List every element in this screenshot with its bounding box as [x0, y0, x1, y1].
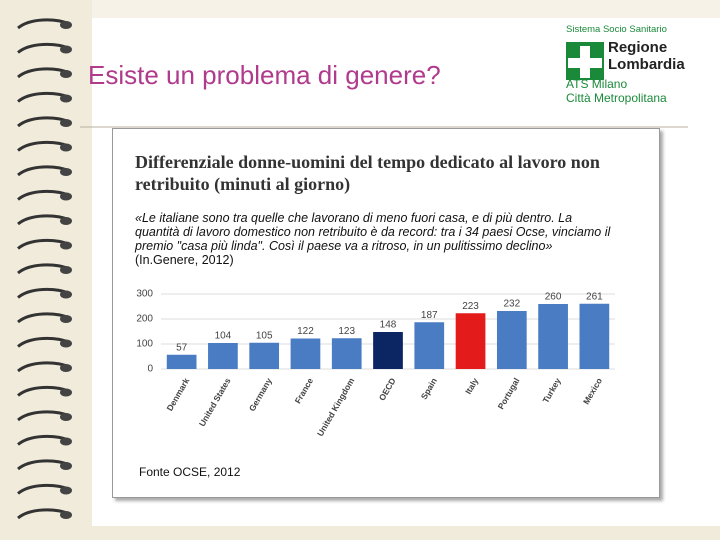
bar — [331, 338, 362, 369]
logo-text: ATS Milano — [566, 77, 628, 91]
bar — [249, 342, 280, 369]
x-tick-label: Spain — [419, 376, 439, 401]
logo-text: Città Metropolitana — [566, 91, 667, 105]
binding-hole — [60, 486, 72, 495]
x-tick-label: United Kingdom — [315, 376, 357, 438]
x-tick-label: United States — [197, 376, 233, 428]
x-tick-label: Italy — [463, 376, 480, 396]
y-tick-label: 0 — [147, 364, 153, 375]
chart-title: Differenziale donne-uomini del tempo ded… — [135, 152, 600, 194]
x-tick-label: Turkey — [540, 376, 562, 405]
chart: 0 100 200 300 57 Denmark 104 United States 105 Ge… — [136, 289, 615, 438]
binding-hole — [60, 70, 72, 78]
slide-title: Esiste un problema di genere? — [88, 60, 441, 90]
binding-hole — [60, 217, 72, 225]
binding-hole — [60, 168, 72, 176]
y-tick-label: 200 — [136, 314, 153, 325]
value-label: 148 — [380, 320, 397, 331]
bar — [579, 303, 610, 369]
binding-hole — [60, 266, 72, 274]
value-label: 232 — [503, 299, 520, 310]
value-label: 187 — [421, 310, 438, 321]
bar — [166, 354, 197, 369]
value-label: 105 — [256, 330, 273, 341]
binding-hole — [60, 94, 72, 103]
binding-hole — [60, 511, 72, 519]
bar — [373, 332, 403, 369]
value-label: 123 — [338, 326, 355, 337]
binding-hole — [60, 241, 72, 250]
x-tick-label: Germany — [247, 376, 274, 413]
binding-hole — [60, 388, 72, 397]
bar — [455, 313, 486, 369]
logo-text: Lombardia — [608, 56, 685, 73]
value-label: 104 — [215, 331, 232, 342]
y-tick-label: 300 — [136, 289, 153, 300]
logo-text: Sistema Socio Sanitario — [566, 24, 667, 35]
binding-hole — [60, 143, 72, 152]
binding-hole — [60, 21, 72, 29]
binding-hole — [60, 339, 72, 348]
binding-hole — [60, 290, 72, 299]
value-label: 122 — [297, 326, 314, 337]
x-tick-label: France — [293, 376, 316, 405]
bar — [538, 304, 568, 369]
x-tick-label: OECD — [377, 376, 398, 402]
binding-hole — [60, 192, 72, 201]
bar — [208, 343, 238, 369]
chart-panel: Differenziale donne-uomini del tempo ded… — [112, 128, 660, 498]
bar — [414, 322, 445, 369]
value-label: 260 — [545, 292, 562, 303]
binding-hole — [60, 315, 72, 323]
binding-hole — [60, 462, 72, 470]
x-tick-label: Mexico — [581, 376, 604, 406]
logo: Sistema Socio Sanitario Regione Lombardi… — [566, 24, 696, 105]
binding-hole — [60, 119, 72, 127]
binding-hole — [60, 413, 72, 421]
value-label: 261 — [586, 291, 603, 302]
binding-hole — [60, 437, 72, 446]
value-label: 223 — [462, 301, 479, 312]
bar — [290, 338, 321, 369]
binding-hole — [60, 364, 72, 372]
binding-hole — [60, 45, 72, 54]
y-tick-label: 100 — [136, 339, 153, 350]
quote-text: «Le italiane sono tra quelle che lavoran… — [135, 211, 611, 253]
quote-source: (In.Genere, 2012) — [135, 253, 234, 267]
x-tick-label: Portugal — [496, 376, 522, 411]
source: Fonte OCSE, 2012 — [139, 465, 241, 479]
bar — [496, 311, 527, 369]
value-label: 57 — [176, 342, 188, 353]
x-tick-label: Denmark — [164, 376, 191, 413]
quote: «Le italiane sono tra quelle che lavoran… — [135, 211, 615, 267]
logo-text: Regione — [608, 39, 668, 56]
